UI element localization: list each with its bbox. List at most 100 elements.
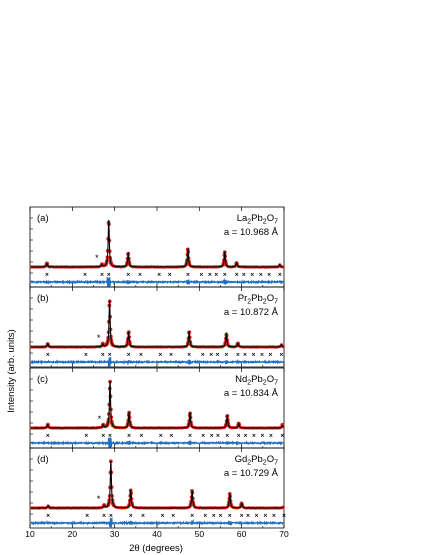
bragg-tick: × xyxy=(272,513,276,520)
bragg-tick: × xyxy=(242,272,246,279)
bragg-tick: × xyxy=(46,433,50,440)
bragg-tick: × xyxy=(212,513,216,520)
bragg-tick: × xyxy=(188,433,192,440)
bragg-tick: × xyxy=(225,352,229,359)
lattice-parameter: a = 10.729 Å xyxy=(224,468,279,479)
formula-text: La xyxy=(237,213,248,224)
bragg-tick: × xyxy=(129,513,133,520)
lattice-parameter: a = 10.968 Å xyxy=(224,227,279,238)
impurity-marker: * xyxy=(95,253,99,263)
bragg-tick: × xyxy=(237,433,241,440)
bragg-tick: × xyxy=(84,352,88,359)
bragg-tick: × xyxy=(168,272,172,279)
calculated-line xyxy=(30,299,284,348)
bragg-tick: × xyxy=(139,433,143,440)
x-tick-label: 50 xyxy=(195,529,205,539)
formula-subscript: 7 xyxy=(274,380,278,387)
compound-formula: La2Pb2O7 xyxy=(237,213,278,226)
bragg-tick: × xyxy=(216,352,220,359)
difference-curve xyxy=(30,357,284,367)
panel-label: (d) xyxy=(37,454,49,465)
formula-text: Pb xyxy=(251,293,263,304)
bragg-tick: × xyxy=(127,352,131,359)
formula-text: Pb xyxy=(251,213,263,224)
x-tick-label: 40 xyxy=(152,529,162,539)
formula-subscript: 7 xyxy=(274,460,278,467)
bragg-tick: × xyxy=(102,513,106,520)
y-axis-label: Intensity (arb. units) xyxy=(6,329,17,412)
bragg-positions: × × × × × × × × × × × × × × × × × × × xyxy=(46,352,284,359)
formula-text: Pb xyxy=(251,454,263,465)
observed-points xyxy=(29,459,285,510)
bragg-tick: × xyxy=(203,513,207,520)
bragg-tick: × xyxy=(219,513,223,520)
formula-subscript: 7 xyxy=(274,299,278,306)
impurity-marker: * xyxy=(97,494,101,504)
bragg-tick: × xyxy=(223,272,227,279)
bragg-tick: × xyxy=(161,513,165,520)
bragg-tick: × xyxy=(263,513,267,520)
x-tick-label: 20 xyxy=(68,529,78,539)
formula-text: Pb xyxy=(251,374,263,385)
bragg-tick: × xyxy=(244,433,248,440)
bragg-tick: × xyxy=(45,272,49,279)
bragg-tick: × xyxy=(201,433,205,440)
formula-text: O xyxy=(267,454,274,465)
bragg-tick: × xyxy=(83,272,87,279)
formula-subscript: 2 xyxy=(247,380,251,387)
bragg-tick: × xyxy=(127,433,131,440)
bragg-tick: × xyxy=(171,513,175,520)
bragg-tick: × xyxy=(261,433,265,440)
bragg-positions: × × × × × × × × × × × × × × × × × × × xyxy=(46,433,285,440)
bragg-tick: × xyxy=(236,352,240,359)
bragg-tick: × xyxy=(243,352,247,359)
bragg-tick: × xyxy=(46,513,50,520)
bragg-tick: × xyxy=(267,272,271,279)
bragg-tick: × xyxy=(159,433,163,440)
bragg-tick: × xyxy=(169,352,173,359)
impurity-marker: * xyxy=(98,414,102,424)
bragg-tick: × xyxy=(107,272,111,279)
bragg-tick: × xyxy=(269,433,273,440)
compound-formula: Gd2Pb2O7 xyxy=(235,454,279,467)
formula-subscript: 2 xyxy=(263,460,267,467)
bragg-tick: × xyxy=(186,272,190,279)
formula-subscript: 7 xyxy=(274,219,278,226)
bragg-tick: × xyxy=(138,272,142,279)
formula-text: Gd xyxy=(235,454,248,465)
bragg-tick: × xyxy=(108,352,112,359)
bragg-tick: × xyxy=(280,433,284,440)
difference-curve xyxy=(30,277,284,288)
panel-label: (a) xyxy=(37,213,49,224)
bragg-tick: × xyxy=(187,352,191,359)
formula-text: O xyxy=(267,213,274,224)
difference-curve xyxy=(30,517,284,529)
bragg-positions: × × × × × × × × × × × × × × × × × × × xyxy=(46,513,286,520)
bragg-tick: × xyxy=(108,433,112,440)
bragg-tick: × xyxy=(246,513,250,520)
formula-subscript: 2 xyxy=(263,299,267,306)
x-tick-label: 70 xyxy=(279,529,289,539)
panel-label: (c) xyxy=(37,374,48,385)
bragg-tick: × xyxy=(252,433,256,440)
bragg-tick: × xyxy=(158,352,162,359)
bragg-tick: × xyxy=(157,272,161,279)
bragg-tick: × xyxy=(269,352,273,359)
bragg-tick: × xyxy=(169,433,173,440)
bragg-tick: × xyxy=(225,433,229,440)
bragg-tick: × xyxy=(85,513,89,520)
bragg-tick: × xyxy=(126,272,130,279)
formula-text: O xyxy=(267,374,274,385)
formula-subscript: 2 xyxy=(247,299,251,306)
bragg-tick: × xyxy=(216,433,220,440)
bragg-tick: × xyxy=(201,352,205,359)
bragg-tick: × xyxy=(282,513,286,520)
x-tick-label: 10 xyxy=(25,529,35,539)
bragg-tick: × xyxy=(109,513,113,520)
bragg-tick: × xyxy=(190,513,194,520)
formula-subscript: 2 xyxy=(247,219,251,226)
